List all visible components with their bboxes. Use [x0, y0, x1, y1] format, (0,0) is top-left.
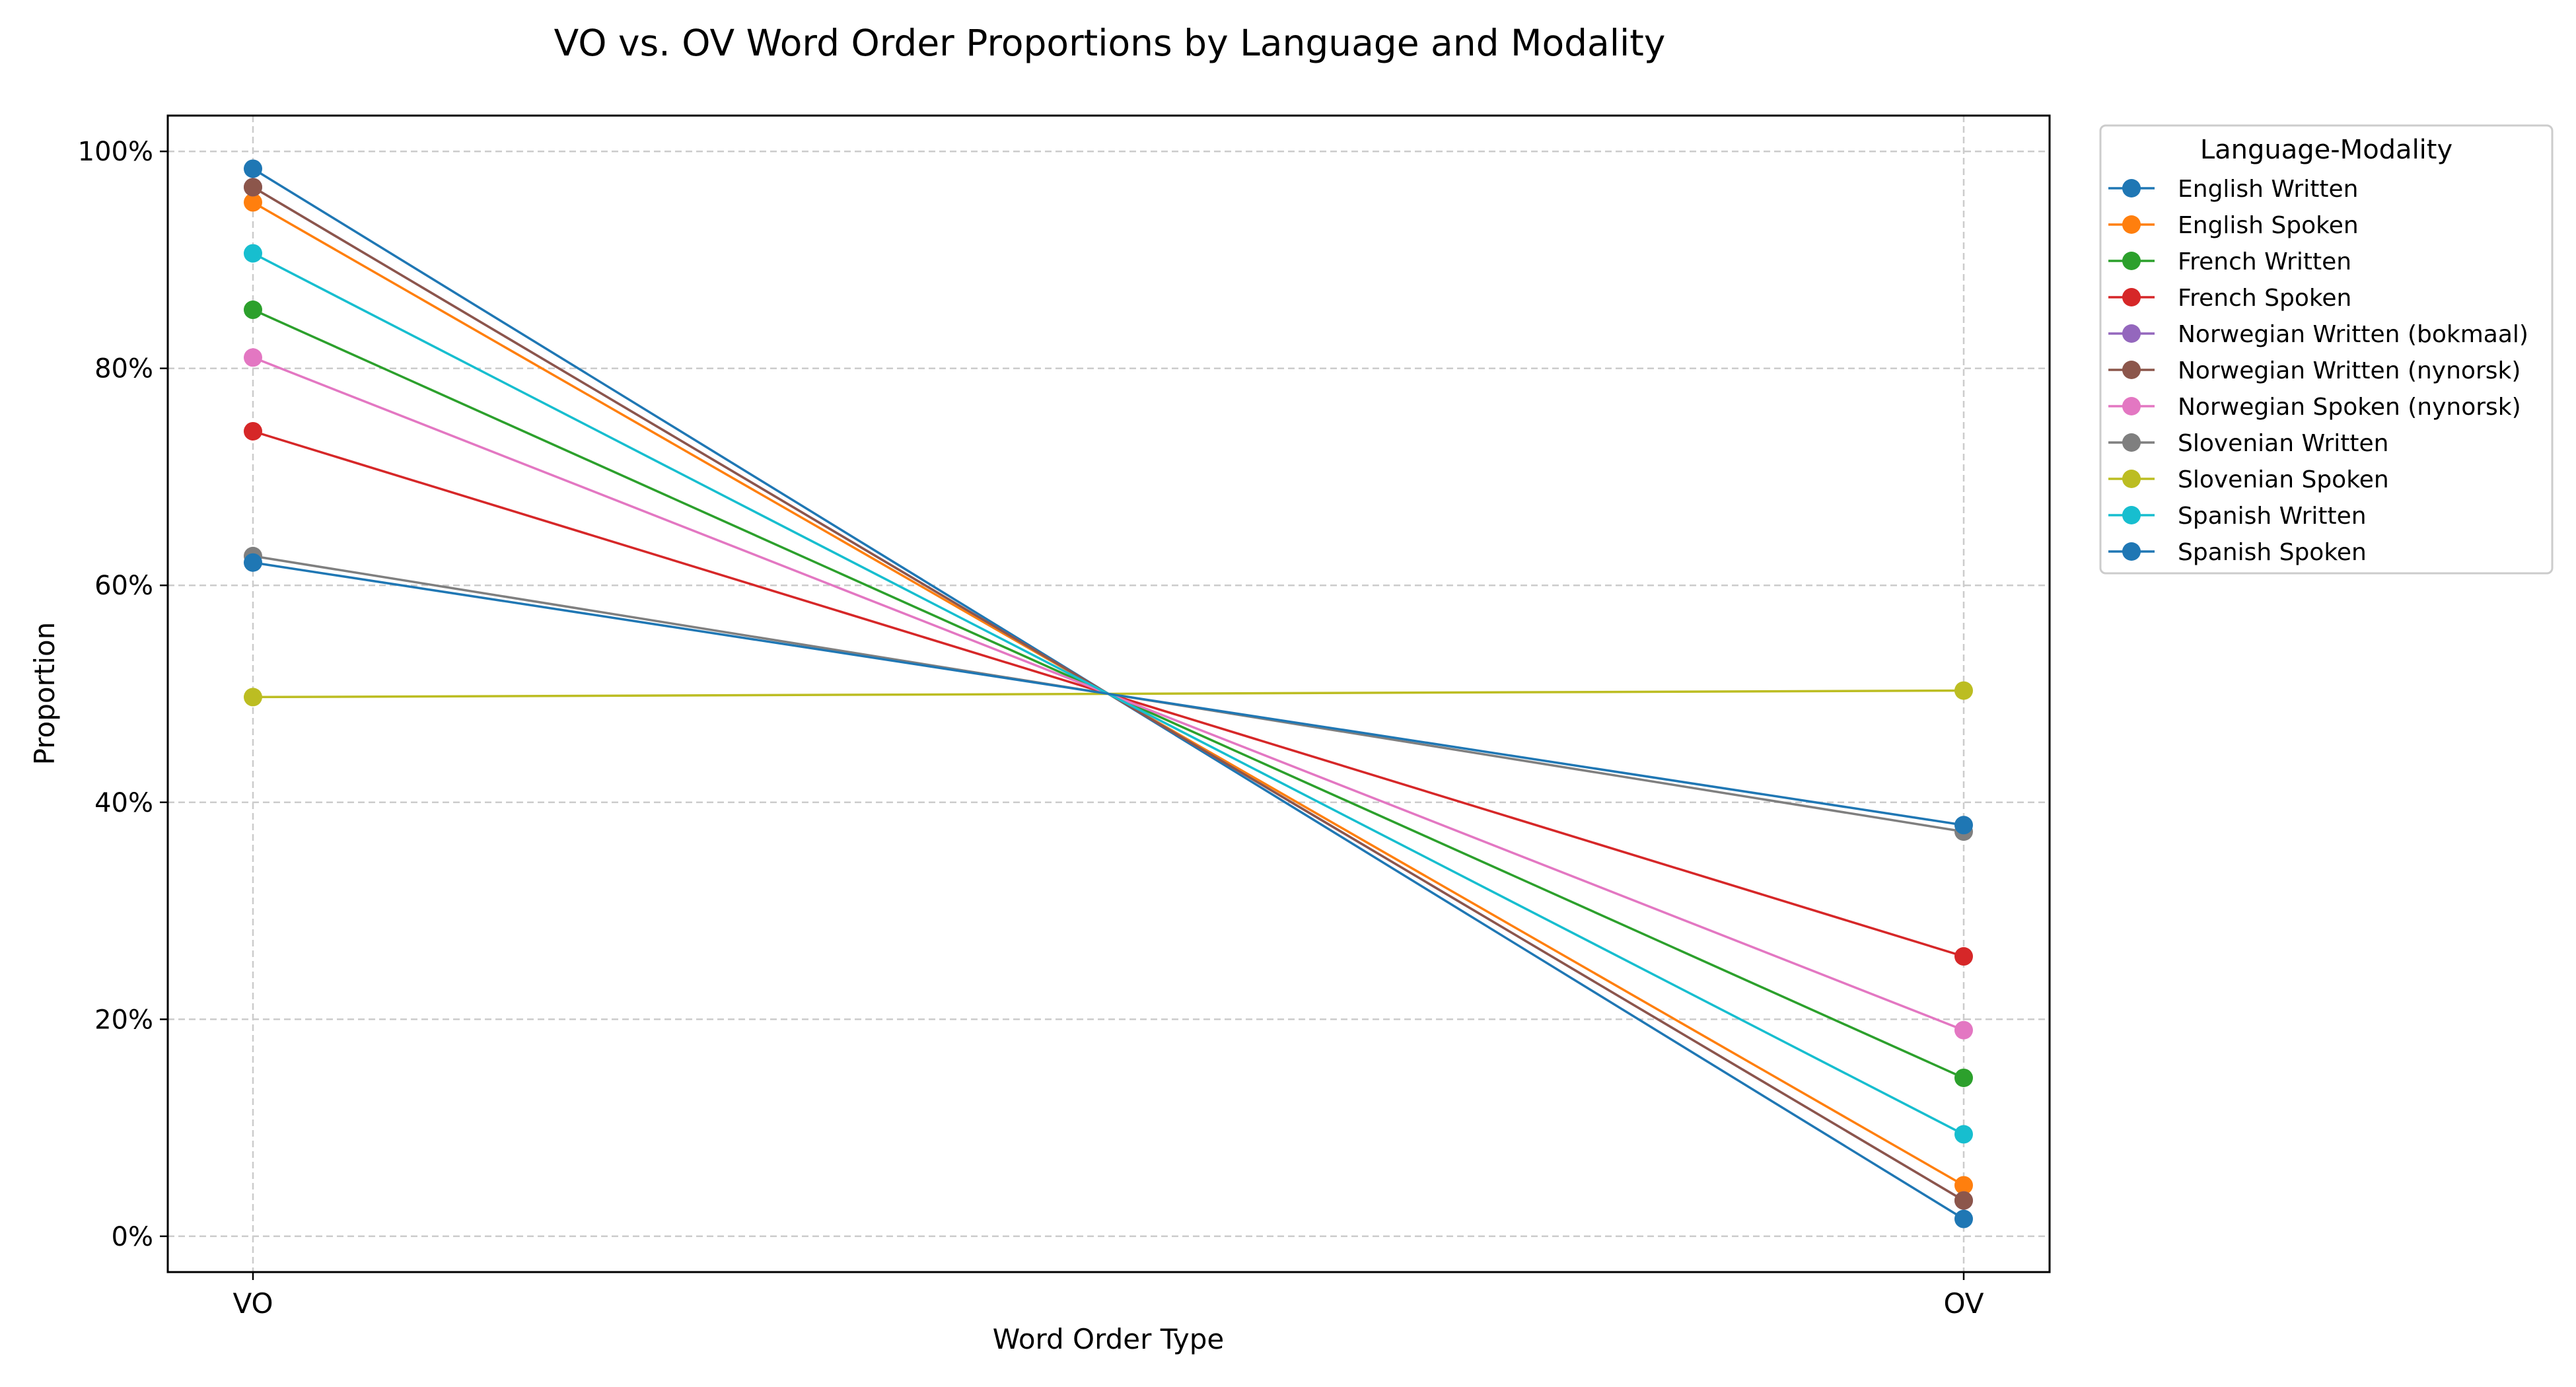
data-point — [1954, 1176, 1973, 1195]
legend-label: French Written — [2178, 248, 2351, 275]
legend-item: French Written — [2108, 248, 2351, 275]
y-tick-label: 40% — [94, 788, 153, 818]
legend-marker — [2122, 179, 2141, 197]
data-point — [244, 178, 262, 197]
legend-item: French Spoken — [2108, 285, 2351, 312]
series-10 — [244, 553, 1973, 835]
x-tick-label: VO — [233, 1287, 273, 1320]
data-point — [244, 159, 262, 178]
legend-label: French Spoken — [2178, 285, 2351, 312]
data-point — [1954, 1125, 1973, 1144]
x-axis-ticks: VO OV — [233, 1272, 1984, 1320]
legend-marker — [2122, 361, 2141, 379]
legend-box — [2099, 124, 2554, 575]
legend-label: English Written — [2178, 176, 2358, 203]
series-layer — [244, 159, 1973, 1228]
data-point — [1954, 1209, 1973, 1228]
legend-item: Slovenian Spoken — [2108, 466, 2389, 493]
grid-lines — [168, 116, 2050, 1272]
legend-item: English Spoken — [2108, 212, 2359, 239]
plot-frame — [166, 114, 2051, 1273]
legend-label: English Spoken — [2178, 212, 2359, 239]
legend-label: Norwegian Written (nynorsk) — [2178, 357, 2521, 384]
legend-item: Slovenian Written — [2108, 430, 2388, 457]
legend-marker — [2122, 324, 2141, 343]
series-line — [252, 561, 1964, 826]
legend-label: Norwegian Spoken (nynorsk) — [2178, 394, 2521, 421]
y-axis-ticks: 0% 20% 40% 60% 80% 100% — [78, 137, 168, 1252]
chart-title: VO vs. OV Word Order Proportions by Lang… — [554, 22, 1666, 64]
x-tick-label: OV — [1943, 1287, 1984, 1320]
data-point — [244, 348, 262, 367]
legend-marker — [2122, 542, 2141, 561]
legend-item: English Written — [2108, 176, 2358, 203]
legend-label: Spanish Spoken — [2178, 539, 2367, 566]
y-tick-label: 100% — [78, 137, 153, 167]
y-tick-label: 60% — [94, 571, 153, 601]
legend-items: English Written English Spoken French Writ… — [2108, 176, 2528, 566]
y-axis-label: Proportion — [28, 622, 61, 765]
legend-label: Slovenian Spoken — [2178, 466, 2389, 493]
data-point — [1954, 947, 1973, 966]
data-point — [244, 301, 262, 320]
x-axis-label: Word Order Type — [993, 1323, 1224, 1355]
legend-item: Norwegian Written (bokmaal) — [2108, 321, 2528, 348]
legend-item: Spanish Written — [2108, 503, 2367, 530]
data-point — [1954, 681, 1973, 700]
y-tick-label: 0% — [112, 1222, 153, 1252]
legend-marker — [2122, 252, 2141, 270]
data-point — [1954, 816, 1973, 835]
data-point — [1954, 1020, 1973, 1040]
data-point — [244, 244, 262, 263]
legend-label: Spanish Written — [2178, 503, 2367, 530]
legend-marker — [2122, 470, 2141, 488]
legend-marker — [2122, 433, 2141, 452]
legend-item: Spanish Spoken — [2108, 539, 2367, 566]
data-point — [244, 553, 262, 572]
legend-label: Slovenian Written — [2178, 430, 2388, 457]
data-point — [244, 193, 262, 212]
legend-marker — [2122, 397, 2141, 415]
legend-label: Norwegian Written (bokmaal) — [2178, 321, 2528, 348]
legend: Language-Modality English WrittenEnglish… — [2099, 124, 2554, 575]
y-tick-label: 20% — [94, 1005, 153, 1035]
legend-marker — [2122, 215, 2141, 234]
legend-item: Norwegian Spoken (nynorsk) — [2108, 394, 2521, 421]
legend-marker — [2122, 506, 2141, 524]
y-tick-label: 80% — [94, 354, 153, 384]
data-point — [244, 421, 262, 441]
data-point — [244, 688, 262, 707]
legend-marker — [2122, 288, 2141, 306]
legend-title: Language-Modality — [2200, 135, 2452, 165]
legend-item: Norwegian Written (nynorsk) — [2108, 357, 2521, 384]
data-point — [1954, 1068, 1973, 1087]
data-point — [1954, 1191, 1973, 1210]
